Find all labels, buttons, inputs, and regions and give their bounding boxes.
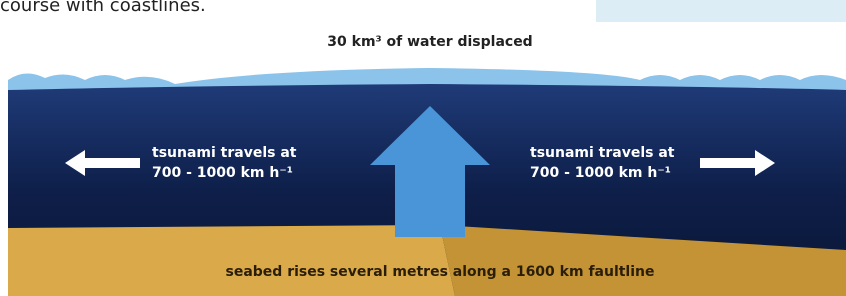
right-label-line2: 700 - 1000 km h⁻¹ xyxy=(530,165,671,181)
left-label-line2: 700 - 1000 km h⁻¹ xyxy=(152,165,293,181)
tsunami-diagram: course with coastlines. 30 km³ of water … xyxy=(0,0,846,296)
intro-text: course with coastlines. xyxy=(0,0,206,16)
left-label-line1: tsunami travels at xyxy=(152,145,297,161)
right-label-line1: tsunami travels at xyxy=(530,145,675,161)
title: 30 km³ of water displaced xyxy=(327,34,532,50)
raised-seabed xyxy=(8,225,455,296)
seabed-label: seabed rises several metres along a 1600… xyxy=(226,264,655,280)
info-box xyxy=(596,0,846,22)
